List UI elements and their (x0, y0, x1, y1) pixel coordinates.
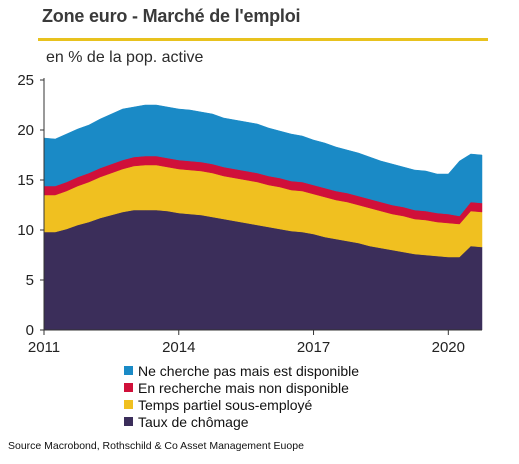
y-tick-label: 10 (17, 222, 34, 239)
area-series-inactive-available (43, 104, 483, 217)
legend: Ne cherche pas mais est disponible En re… (124, 362, 359, 430)
legend-swatch-inactive-available (124, 366, 133, 375)
legend-item-unemployment: Taux de chômage (124, 413, 359, 430)
y-tick-label: 0 (26, 322, 34, 339)
legend-item-inactive-available: Ne cherche pas mais est disponible (124, 362, 359, 379)
y-tick-label: 25 (17, 72, 34, 89)
source-note: Source Macrobond, Rothschild & Co Asset … (8, 440, 304, 452)
x-tick-label: 2011 (28, 339, 60, 356)
legend-swatch-searching-unavailable (124, 383, 133, 392)
legend-label-inactive-available: Ne cherche pas mais est disponible (138, 362, 360, 379)
legend-label-searching-unavailable: En recherche mais non disponible (138, 379, 349, 396)
y-tick-label: 20 (17, 122, 34, 139)
title-rule (38, 38, 488, 41)
legend-item-part-time: Temps partiel sous-employé (124, 396, 359, 413)
y-tick-label: 5 (26, 272, 34, 289)
legend-label-unemployment: Taux de chômage (138, 413, 249, 430)
y-tick-label: 15 (17, 172, 34, 189)
legend-swatch-part-time (124, 400, 133, 409)
chart-title: Zone euro - Marché de l'emploi (42, 6, 301, 26)
legend-item-searching-unavailable: En recherche mais non disponible (124, 379, 359, 396)
legend-swatch-unemployment (124, 417, 133, 426)
x-tick-label: 2014 (162, 339, 195, 356)
legend-label-part-time: Temps partiel sous-employé (138, 396, 313, 413)
chart-subtitle: en % de la pop. active (46, 49, 204, 66)
x-tick-label: 2020 (432, 339, 465, 356)
x-tick-label: 2017 (297, 339, 330, 356)
